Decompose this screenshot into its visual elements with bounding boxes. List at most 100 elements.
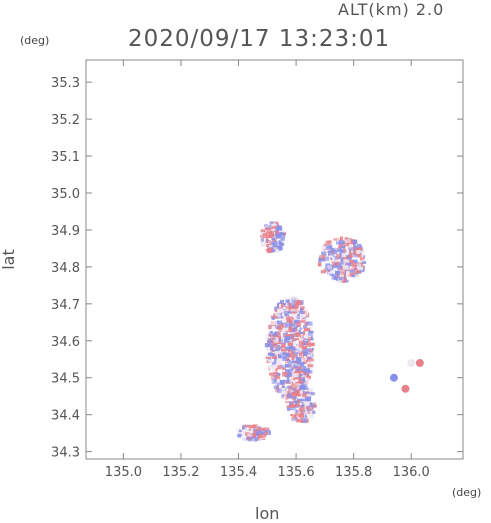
- echo-cell: [342, 240, 347, 244]
- echo-cell: [300, 419, 304, 423]
- echo-cell: [287, 361, 293, 367]
- echo-cell: [279, 232, 284, 236]
- echo-cell: [268, 232, 275, 238]
- echo-cell: [286, 334, 292, 337]
- echo-cell: [272, 340, 277, 343]
- echo-cell: [269, 322, 276, 325]
- echo-cell: [304, 377, 308, 381]
- echo-cell: [290, 308, 295, 312]
- echo-cell: [285, 316, 291, 320]
- x-tick-label: 135.2: [162, 465, 199, 480]
- echo-cell: [259, 438, 262, 441]
- echo-cell: [286, 386, 293, 389]
- echo-cell: [262, 241, 266, 246]
- echo-cell: [274, 248, 279, 253]
- echo-cell: [271, 379, 276, 384]
- echo-cell: [335, 259, 342, 262]
- echo-cell: [339, 274, 344, 279]
- echo-cell: [359, 244, 363, 249]
- echo-cell: [309, 392, 315, 395]
- echo-cell: [274, 353, 277, 357]
- echo-cell: [298, 343, 303, 348]
- echo-cell: [308, 370, 311, 373]
- echo-cell: [258, 433, 264, 438]
- y-axis-unit: (deg): [20, 34, 50, 47]
- echo-cell: [305, 396, 312, 402]
- echo-cell: [267, 244, 273, 248]
- echo-cell: [288, 338, 293, 342]
- echo-cell: [299, 308, 303, 313]
- echo-cell: [296, 311, 300, 314]
- echo-cell: [279, 379, 285, 385]
- echo-cell: [271, 327, 277, 330]
- echo-cell: [295, 344, 300, 349]
- echo-cell: [270, 374, 276, 380]
- echo-cell: [299, 398, 306, 401]
- echo-cell: [247, 433, 253, 437]
- echo-cell: [335, 277, 339, 281]
- echo-cell: [284, 390, 291, 396]
- echo-cell: [290, 384, 296, 389]
- echo-cell: [275, 234, 282, 239]
- echo-cell: [300, 303, 305, 308]
- echo-cell: [294, 365, 299, 369]
- echo-cell: [302, 340, 305, 343]
- y-tick-label: 35.0: [51, 187, 80, 202]
- echo-cell: [276, 306, 282, 309]
- echo-cell: [260, 229, 266, 233]
- echo-cell: [303, 325, 308, 328]
- echo-cell: [280, 308, 286, 313]
- echo-cell: [276, 337, 279, 341]
- echo-cell: [297, 364, 303, 369]
- echo-cell: [296, 348, 303, 353]
- echo-cell: [292, 367, 297, 370]
- echo-cell: [265, 337, 271, 341]
- echo-cell: [351, 250, 354, 254]
- echo-cell: [238, 429, 242, 433]
- echo-cell: [277, 325, 284, 330]
- echo-cell: [274, 379, 280, 382]
- echo-cell: [287, 342, 294, 346]
- echo-cell: [296, 390, 302, 394]
- echo-cell: [273, 348, 279, 352]
- echo-cell: [305, 321, 310, 324]
- echo-cell: [307, 355, 312, 360]
- echo-cell: [277, 315, 282, 318]
- echo-cell: [267, 349, 272, 353]
- echo-cell: [335, 274, 339, 277]
- echo-cell: [275, 375, 281, 380]
- echo-cell: [295, 322, 302, 327]
- echo-cell: [345, 262, 352, 267]
- echo-cell: [288, 296, 294, 301]
- echo-cell: [299, 385, 305, 390]
- echo-cell: [335, 261, 340, 265]
- x-tick-label: 135.8: [335, 465, 372, 480]
- echo-cell: [256, 427, 262, 431]
- echo-cell: [327, 265, 332, 270]
- echo-cell: [283, 371, 290, 377]
- echo-cell: [301, 366, 306, 371]
- echo-cell: [266, 227, 272, 233]
- echo-cell: [275, 367, 278, 372]
- echo-cell: [271, 227, 276, 231]
- echo-cell: [353, 254, 358, 258]
- echo-cell: [287, 372, 292, 377]
- echo-cell: [273, 378, 277, 383]
- echo-cell: [301, 381, 305, 386]
- echo-cell: [276, 320, 283, 325]
- echo-cell: [283, 302, 287, 306]
- echo-cell: [345, 271, 350, 276]
- echo-cell: [348, 252, 353, 258]
- echo-cell: [274, 364, 278, 369]
- y-tick-label: 34.8: [51, 261, 80, 276]
- echo-cell: [303, 381, 309, 385]
- echo-cell: [337, 250, 344, 255]
- echo-cell: [354, 251, 358, 254]
- echo-cell: [267, 340, 273, 346]
- echo-cell: [275, 313, 281, 317]
- echo-cell: [299, 390, 303, 395]
- echo-cell: [311, 404, 316, 408]
- echo-cell: [299, 313, 306, 318]
- echo-cell: [305, 359, 309, 363]
- echo-cell: [347, 265, 350, 269]
